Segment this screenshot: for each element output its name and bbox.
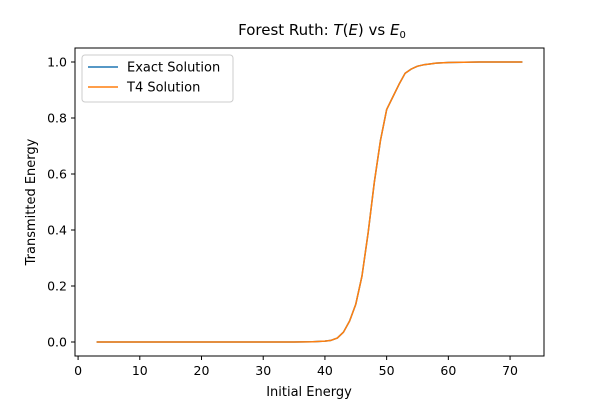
x-tick-label: 30	[255, 363, 271, 378]
x-tick-label: 70	[502, 363, 518, 378]
chart-title: Forest Ruth: T(E) vs E0	[238, 21, 406, 41]
y-axis-label: Transmitted Energy	[24, 138, 39, 266]
y-axis: 0.0 0.2 0.4 0.6 0.8 1.0	[47, 55, 75, 350]
x-tick-label: 0	[74, 363, 82, 378]
legend-label-exact: Exact Solution	[127, 61, 220, 76]
x-axis-label: Initial Energy	[266, 385, 352, 400]
plot-frame	[74, 47, 545, 357]
y-tick-label: 1.0	[47, 55, 67, 70]
x-axis: 0 10 20 30 40 50 60 70	[74, 356, 518, 378]
y-tick-label: 0.4	[47, 223, 67, 238]
y-tick-label: 0.8	[47, 111, 67, 126]
x-tick-label: 10	[132, 363, 148, 378]
legend-label-t4: T4 Solution	[126, 81, 200, 96]
y-tick-label: 0.2	[47, 279, 67, 294]
x-tick-label: 40	[317, 363, 333, 378]
y-tick-label: 0.6	[47, 167, 67, 182]
x-tick-label: 20	[194, 363, 210, 378]
series-line-t4	[96, 61, 523, 343]
x-tick-label: 60	[440, 363, 456, 378]
plot-lines	[96, 61, 523, 343]
x-tick-label: 50	[379, 363, 395, 378]
legend: Exact Solution T4 Solution	[81, 54, 234, 103]
y-tick-label: 0.0	[47, 335, 67, 350]
legend-box	[81, 54, 234, 103]
